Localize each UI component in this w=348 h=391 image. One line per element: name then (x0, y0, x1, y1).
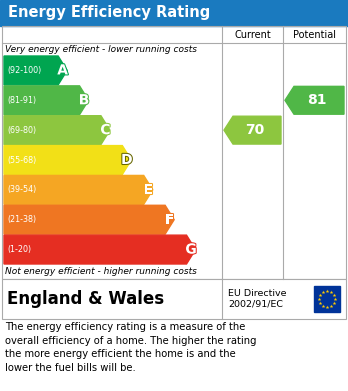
Polygon shape (4, 176, 153, 204)
Text: Not energy efficient - higher running costs: Not energy efficient - higher running co… (5, 267, 197, 276)
Text: Potential: Potential (293, 29, 336, 39)
Text: D: D (121, 153, 133, 167)
Text: E: E (143, 183, 153, 197)
Polygon shape (4, 205, 174, 234)
Polygon shape (4, 86, 88, 115)
Text: B: B (79, 93, 89, 107)
Text: The energy efficiency rating is a measure of the
overall efficiency of a home. T: The energy efficiency rating is a measur… (5, 322, 256, 373)
Text: 2002/91/EC: 2002/91/EC (228, 300, 283, 308)
Text: (1-20): (1-20) (7, 245, 31, 254)
Text: A: A (57, 63, 68, 77)
Polygon shape (4, 145, 131, 174)
Polygon shape (4, 235, 196, 264)
Polygon shape (285, 86, 344, 114)
Text: 70: 70 (245, 123, 264, 137)
Text: (55-68): (55-68) (7, 156, 36, 165)
Text: (39-54): (39-54) (7, 185, 36, 194)
Text: England & Wales: England & Wales (7, 290, 164, 308)
Text: Current: Current (234, 29, 271, 39)
Text: F: F (165, 213, 174, 227)
Bar (0, 0, 348, 26)
Bar (2, 279, 346, 319)
Text: Energy Efficiency Rating: Energy Efficiency Rating (8, 5, 210, 20)
Text: (21-38): (21-38) (7, 215, 36, 224)
Polygon shape (4, 116, 110, 145)
Text: G: G (185, 242, 197, 256)
Text: (69-80): (69-80) (7, 126, 36, 135)
Text: 81: 81 (307, 93, 326, 107)
Polygon shape (4, 56, 67, 85)
Bar (2, 26, 346, 279)
Text: (81-91): (81-91) (7, 96, 36, 105)
Text: EU Directive: EU Directive (228, 289, 286, 298)
Polygon shape (224, 116, 281, 144)
Bar (314, 286, 340, 312)
Text: C: C (100, 123, 111, 137)
Text: Very energy efficient - lower running costs: Very energy efficient - lower running co… (5, 45, 197, 54)
Text: (92-100): (92-100) (7, 66, 41, 75)
